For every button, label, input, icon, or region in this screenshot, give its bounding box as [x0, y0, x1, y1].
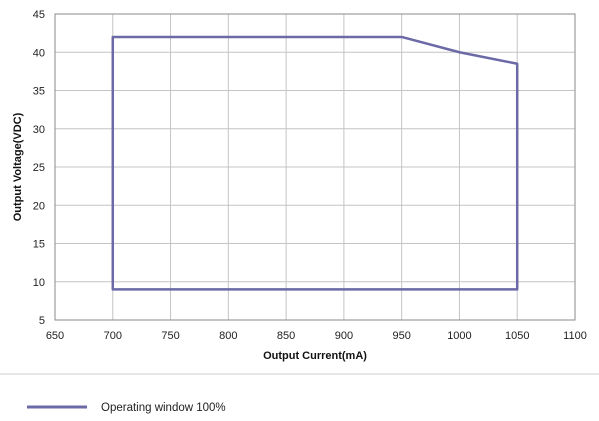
x-tick-label: 1050: [505, 330, 529, 342]
y-tick-label: 5: [39, 315, 45, 327]
x-axis-ticks: 650 700 750 800 850 900 950 1000 1050 1100: [46, 330, 587, 342]
y-tick-label: 20: [33, 200, 45, 212]
y-tick-label: 35: [33, 86, 45, 98]
plot-border: [54, 13, 576, 321]
legend: Operating window 100%: [27, 402, 226, 414]
x-tick-label: 1100: [563, 330, 587, 342]
y-tick-label: 30: [33, 124, 45, 136]
x-tick-label: 750: [161, 330, 179, 342]
x-tick-label: 1000: [447, 330, 471, 342]
y-axis-ticks: 5 10 15 20 25 30 35 40 45: [33, 9, 45, 327]
series-line: [111, 35, 519, 291]
x-tick-label: 950: [392, 330, 410, 342]
x-tick-label: 650: [46, 330, 64, 342]
y-tick-label: 25: [33, 162, 45, 174]
x-tick-label: 900: [335, 330, 353, 342]
legend-label: Operating window 100%: [101, 402, 226, 414]
x-tick-label: 850: [277, 330, 295, 342]
x-tick-label: 700: [104, 330, 122, 342]
series-layer: [111, 35, 519, 291]
y-axis-title: Output Voltage(VDC): [12, 112, 24, 221]
grid: [55, 14, 575, 320]
y-tick-label: 10: [33, 277, 45, 289]
x-axis-title: Output Current(mA): [263, 350, 367, 362]
y-tick-label: 40: [33, 47, 45, 59]
y-tick-label: 15: [33, 239, 45, 251]
y-tick-label: 45: [33, 9, 45, 21]
x-tick-label: 800: [219, 330, 237, 342]
